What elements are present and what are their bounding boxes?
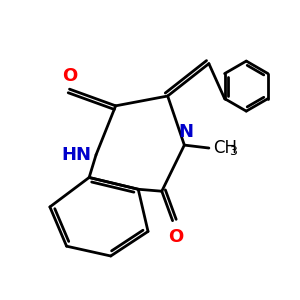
Text: 3: 3 (229, 145, 236, 158)
Text: HN: HN (61, 146, 92, 164)
Text: O: O (62, 67, 77, 85)
Text: CH: CH (213, 139, 237, 157)
Text: N: N (178, 123, 193, 141)
Text: O: O (168, 228, 183, 246)
